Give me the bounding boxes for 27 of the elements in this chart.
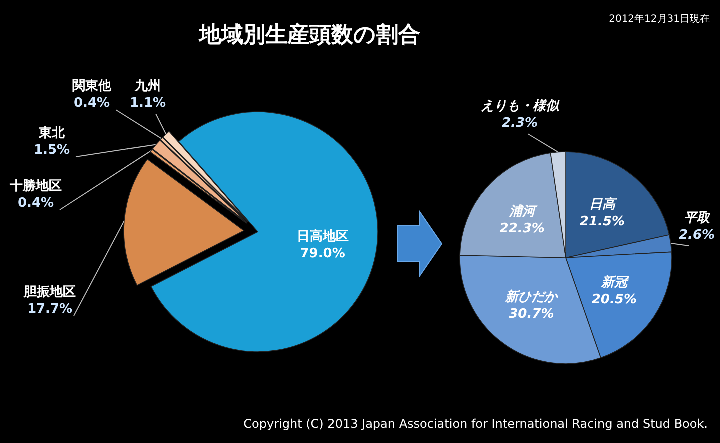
data-label: 2.6% — [678, 228, 716, 243]
data-label: 0.4% — [74, 96, 110, 111]
data-label: 1.5% — [34, 143, 70, 158]
chart-title: 地域別生産頭数の割合 — [198, 22, 420, 48]
text: Copyright (C) 2013 Japan Association for International Racing and Stud Book. — [244, 417, 708, 431]
data-label: 79.0% — [300, 246, 346, 262]
slice-label: 新冠 — [600, 274, 630, 290]
slice-label: えりも・様似 — [481, 98, 560, 114]
data-label: 21.5% — [580, 214, 626, 230]
slice-label: 十勝地区 — [9, 179, 62, 194]
data-label: 2.3% — [502, 116, 538, 131]
data-label: 20.5% — [592, 292, 638, 308]
slice-label: 平取 — [684, 211, 711, 226]
slice-label: 胆振地区 — [23, 285, 76, 300]
data-label: 30.7% — [509, 307, 554, 322]
slice-label: 浦河 — [508, 204, 538, 220]
slice-label: 東北 — [38, 126, 66, 141]
slice-label: 九州 — [134, 79, 161, 94]
data-label: 17.7% — [27, 302, 73, 317]
data-label: 1.1% — [130, 96, 166, 111]
slice-label: 日高地区 — [296, 228, 349, 244]
slice-label: 関東他 — [72, 79, 112, 94]
slice-label: 新ひだか — [504, 289, 560, 306]
data-label: 22.3% — [500, 221, 545, 236]
data-label: 0.4% — [18, 196, 54, 211]
text: 2012年12月31日現在 — [609, 13, 710, 25]
slice-label: 日高 — [589, 196, 618, 213]
